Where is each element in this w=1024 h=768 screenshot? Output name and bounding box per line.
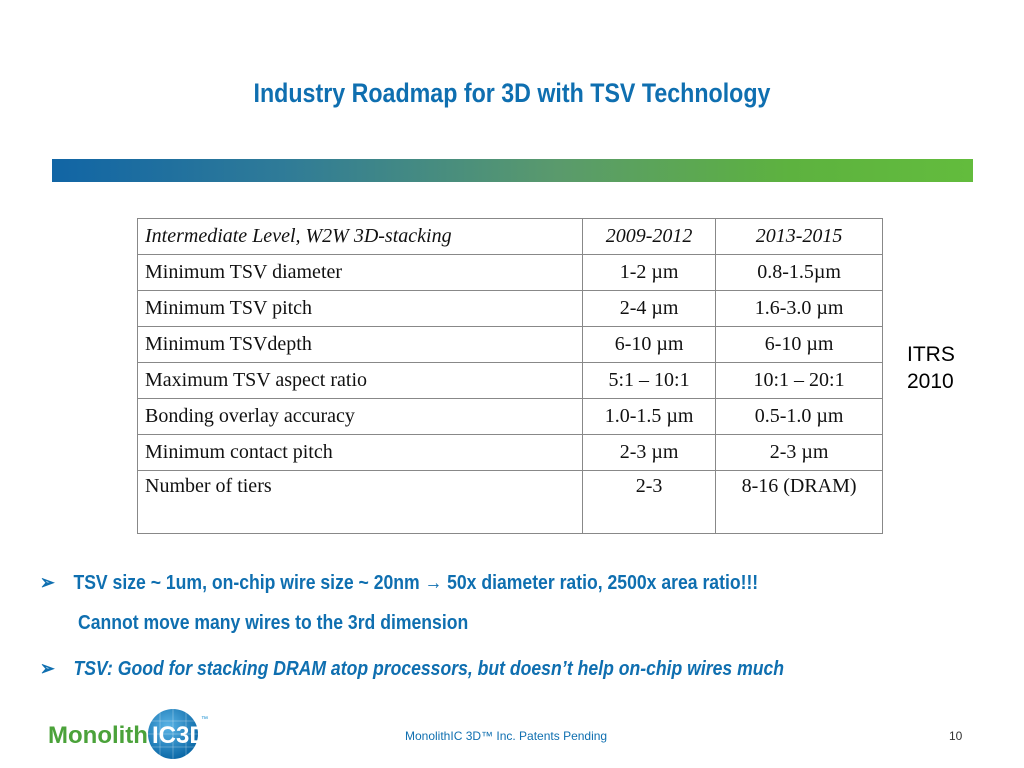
bullet-1-suffix: 50x diameter ratio, 2500x area ratio!!! — [442, 572, 759, 594]
logo-text-monolith: Monolith — [48, 722, 148, 749]
table-row: Minimum contact pitch 2-3 µm 2-3 µm — [137, 434, 883, 471]
table-cell: 1.6-3.0 µm — [715, 290, 883, 327]
table-cell: Number of tiers — [137, 470, 583, 534]
table-cell: 1.0-1.5 µm — [581, 398, 717, 435]
table-cell: 8-16 (DRAM) — [715, 470, 883, 534]
slide-title: Industry Roadmap for 3D with TSV Technol… — [253, 78, 771, 108]
table-cell: Bonding overlay accuracy — [137, 398, 583, 435]
logo-trademark: ™ — [201, 716, 208, 723]
header-gradient-bar — [52, 159, 973, 182]
table-cell: 2-3 µm — [581, 434, 717, 471]
source-label-line1: ITRS — [907, 343, 955, 366]
table-row: Minimum TSV diameter 1-2 µm 0.8-1.5µm — [137, 254, 883, 291]
table-cell: Minimum TSV pitch — [137, 290, 583, 327]
bullet-2-text: TSV: Good for stacking DRAM atop process… — [73, 658, 785, 680]
table-row: Maximum TSV aspect ratio 5:1 – 10:1 10:1 –… — [137, 362, 883, 399]
table-row: Number of tiers 2-3 8-16 (DRAM) — [137, 470, 883, 534]
table-cell: Maximum TSV aspect ratio — [137, 362, 583, 399]
table-cell: Minimum TSVdepth — [137, 326, 583, 363]
table-header-cell: 2013-2015 — [715, 218, 883, 255]
table-cell: 1-2 µm — [581, 254, 717, 291]
source-label-line2: 2010 — [907, 370, 954, 393]
logo-text-ic3d: IC3D — [152, 722, 207, 749]
roadmap-table-body: Intermediate Level, W2W 3D-stacking 2009-… — [137, 218, 883, 534]
monolithic3d-logo: Monolith IC3D ™ — [48, 708, 218, 760]
table-cell: 5:1 – 10:1 — [581, 362, 717, 399]
bullet-2: ➢ TSV: Good for stacking DRAM atop proces… — [40, 656, 784, 681]
footer-text: MonolithIC 3D™ Inc. Patents Pending — [405, 729, 608, 743]
page-number: 10 — [949, 729, 963, 743]
table-row: Minimum TSVdepth 6-10 µm 6-10 µm — [137, 326, 883, 363]
source-label: ITRS 2010 — [907, 341, 955, 395]
table-cell: 2-3 — [581, 470, 717, 534]
bullet-arrow-icon: ➢ — [40, 572, 55, 594]
table-cell: 2-4 µm — [581, 290, 717, 327]
table-header-cell: Intermediate Level, W2W 3D-stacking — [137, 218, 583, 255]
table-cell: 6-10 µm — [581, 326, 717, 363]
table-cell: Minimum TSV diameter — [137, 254, 583, 291]
roadmap-table-container: Intermediate Level, W2W 3D-stacking 2009-… — [137, 218, 883, 534]
table-cell: 6-10 µm — [715, 326, 883, 363]
bullet-arrow-icon: ➢ — [40, 658, 55, 680]
table-cell: 0.5-1.0 µm — [715, 398, 883, 435]
table-row: Minimum TSV pitch 2-4 µm 1.6-3.0 µm — [137, 290, 883, 327]
table-header-cell: 2009-2012 — [581, 218, 717, 255]
bullet-1-continuation: Cannot move many wires to the 3rd dimens… — [78, 612, 469, 634]
table-row: Bonding overlay accuracy 1.0-1.5 µm 0.5-1.… — [137, 398, 883, 435]
table-header-row: Intermediate Level, W2W 3D-stacking 2009-… — [137, 218, 883, 255]
bullet-1-prefix: TSV size ~ 1um, on-chip wire size ~ 20nm — [73, 572, 425, 594]
roadmap-table: Intermediate Level, W2W 3D-stacking 2009-… — [137, 218, 883, 534]
logo-globe-icon — [148, 709, 198, 759]
bullet-1: ➢ TSV size ~ 1um, on-chip wire size ~ 20n… — [40, 570, 758, 595]
table-cell: 10:1 – 20:1 — [715, 362, 883, 399]
right-arrow-icon: → — [424, 572, 443, 594]
table-cell: 0.8-1.5µm — [715, 254, 883, 291]
table-cell: Minimum contact pitch — [137, 434, 583, 471]
table-cell: 2-3 µm — [715, 434, 883, 471]
